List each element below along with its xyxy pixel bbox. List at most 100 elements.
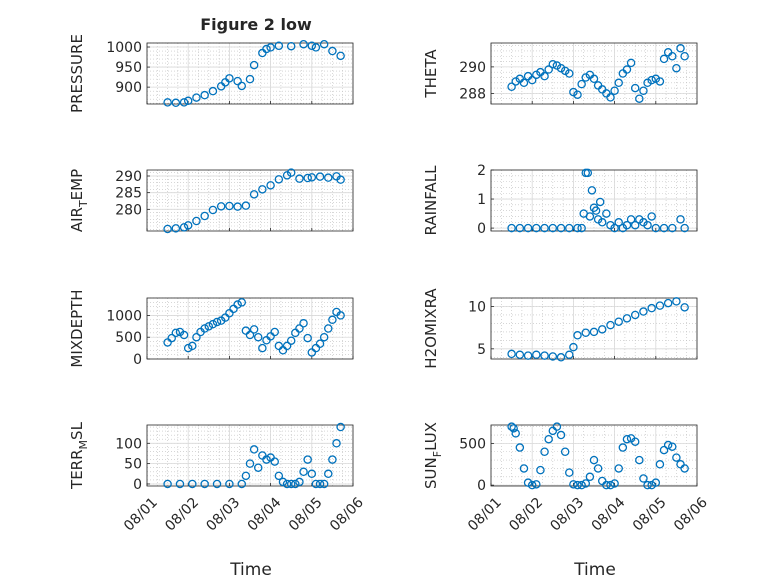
axes-box — [490, 42, 698, 105]
data-point — [593, 464, 603, 473]
y-axis-label: MIXDEPTH — [68, 289, 86, 367]
data-point — [659, 54, 669, 64]
data-point — [583, 168, 593, 178]
data-point — [655, 460, 665, 469]
data-point — [560, 447, 570, 456]
y-tick-label: 0 — [477, 478, 486, 494]
data-point — [515, 223, 525, 233]
data-point — [635, 94, 644, 103]
data-point — [614, 78, 623, 88]
y-tick-label: 288 — [459, 86, 486, 102]
data-point — [630, 220, 640, 230]
data-point — [622, 220, 632, 230]
data-point — [587, 186, 597, 195]
data-point — [591, 206, 601, 215]
x-tick-label: 08/04 — [245, 495, 285, 535]
data-point — [163, 98, 172, 107]
data-point — [523, 478, 533, 487]
x-tick-label: 08/02 — [162, 495, 202, 535]
axes-box — [490, 169, 698, 232]
data-point — [614, 464, 623, 473]
data-point — [565, 223, 574, 233]
data-point — [241, 201, 251, 210]
data-point — [639, 307, 648, 316]
data-point — [286, 479, 296, 489]
data-point — [606, 93, 615, 102]
data-point — [307, 173, 317, 182]
y-tick-label: 0 — [477, 221, 486, 237]
data-point — [307, 41, 317, 51]
data-point — [548, 352, 558, 361]
data-point — [597, 325, 607, 334]
data-point — [188, 341, 197, 351]
data-point — [303, 333, 312, 343]
figure-title: Figure 2 low — [200, 15, 312, 34]
y-tick-label: 950 — [115, 60, 142, 76]
y-tick-label: 290 — [115, 169, 142, 185]
data-point — [540, 71, 549, 81]
y-axis-label: SUNFLUX — [422, 422, 444, 489]
data-point — [569, 480, 578, 489]
data-point — [589, 327, 599, 337]
data-point — [515, 443, 525, 452]
y-tick-label: 1000 — [106, 40, 142, 56]
x-tick-label: 08/01 — [465, 495, 505, 535]
axes-box — [490, 424, 698, 487]
data-point — [614, 218, 623, 227]
data-point — [245, 459, 255, 468]
data-point — [606, 320, 615, 330]
data-point — [643, 480, 652, 490]
x-tick-label: 08/06 — [327, 495, 367, 535]
data-point — [208, 205, 218, 215]
data-point — [270, 327, 279, 337]
data-point — [647, 303, 656, 313]
data-point — [507, 422, 516, 431]
data-point — [630, 83, 640, 93]
data-point — [183, 221, 193, 230]
data-point — [585, 472, 595, 482]
y-tick-label: 5 — [477, 342, 486, 358]
data-point — [552, 422, 562, 431]
data-point — [532, 480, 541, 489]
data-point — [630, 437, 640, 446]
x-tick-label: 08/06 — [671, 495, 711, 535]
y-axis-label: PRESSURE — [68, 34, 86, 113]
data-point — [573, 480, 582, 490]
data-point — [208, 86, 218, 96]
data-point — [626, 215, 636, 224]
data-point — [511, 429, 520, 438]
data-point — [192, 332, 201, 342]
data-point — [200, 90, 209, 100]
data-point — [507, 349, 516, 359]
data-point — [324, 173, 333, 182]
data-point — [212, 479, 222, 489]
data-point — [639, 474, 648, 483]
data-point — [540, 351, 549, 360]
data-point — [200, 479, 209, 489]
data-point — [303, 173, 312, 183]
data-point — [163, 224, 172, 234]
data-point — [183, 343, 193, 353]
data-point — [295, 477, 304, 487]
data-point — [233, 202, 242, 211]
data-point — [233, 300, 242, 309]
y-tick-label: 280 — [115, 202, 142, 218]
data-point — [319, 332, 329, 342]
data-point — [179, 330, 189, 340]
data-point — [668, 442, 677, 451]
data-point — [192, 216, 201, 226]
data-point — [291, 479, 300, 489]
data-point — [311, 479, 321, 489]
data-point — [597, 218, 607, 227]
y-tick-label: 500 — [115, 330, 142, 346]
data-point — [249, 445, 259, 454]
y-tick-label: 10 — [468, 299, 486, 315]
y-axis-label: THETA — [422, 49, 440, 99]
data-point — [253, 332, 263, 342]
data-point — [668, 52, 677, 61]
data-point — [680, 223, 689, 233]
data-point — [262, 455, 271, 464]
data-point — [577, 223, 586, 233]
data-point — [328, 46, 337, 56]
data-point — [336, 51, 345, 61]
